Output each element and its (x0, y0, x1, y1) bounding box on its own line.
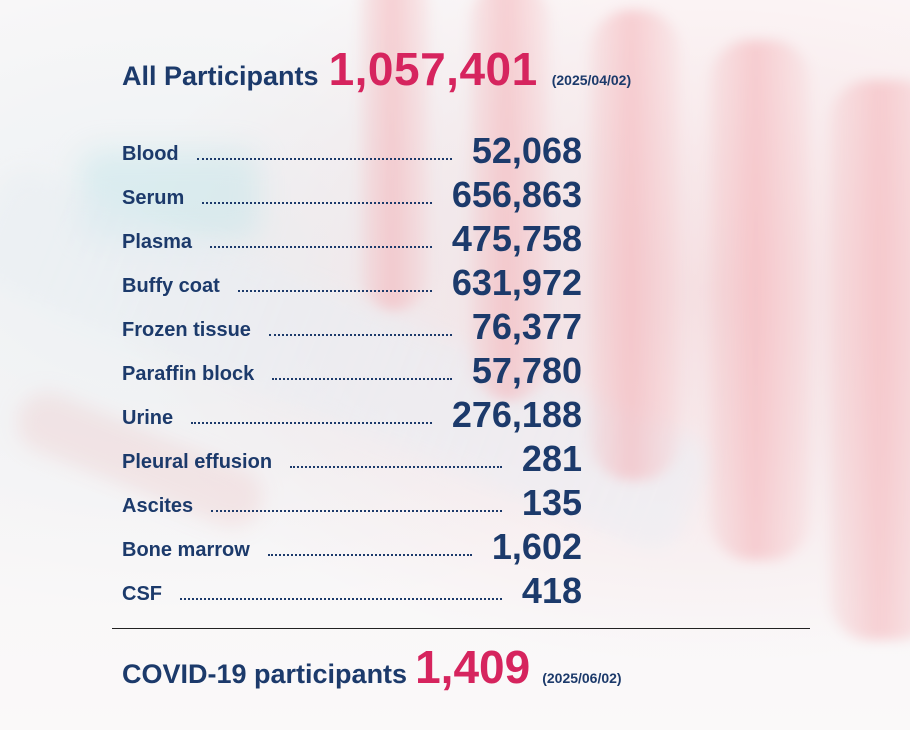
sample-row-blood: Blood 52,068 (122, 128, 582, 172)
sample-row-plasma: Plasma 475,758 (122, 216, 582, 260)
sample-count: 276,188 (451, 394, 582, 435)
leader-dots (202, 202, 432, 204)
sample-name: Plasma (122, 231, 193, 253)
all-participants-count: 1,057,401 (328, 43, 538, 95)
leader-dots (268, 554, 472, 556)
divider (112, 628, 810, 629)
sample-row-bone-marrow: Bone marrow 1,602 (122, 524, 582, 568)
sample-row-urine: Urine 276,188 (122, 392, 582, 436)
sample-count: 631,972 (451, 262, 582, 303)
sample-row-ascites: Ascites 135 (122, 480, 582, 524)
sample-list: Blood 52,068 Serum 656,863 Plasma 475,75… (122, 128, 582, 612)
covid-participants-date: (2025/06/02) (542, 670, 622, 686)
all-participants-header: All Participants 1,057,401 (2025/04/02) (122, 42, 631, 96)
sample-name: Blood (122, 143, 179, 165)
sample-count: 281 (521, 438, 582, 479)
leader-dots (272, 378, 452, 380)
covid-participants-header: COVID-19 participants 1,409 (2025/06/02) (122, 640, 622, 694)
leader-dots (210, 246, 432, 248)
sample-name: CSF (122, 583, 162, 605)
leader-dots (238, 290, 432, 292)
leader-dots (180, 598, 502, 600)
sample-row-frozen-tissue: Frozen tissue 76,377 (122, 304, 582, 348)
leader-dots (197, 158, 452, 160)
sample-row-paraffin-block: Paraffin block 57,780 (122, 348, 582, 392)
covid-participants-count: 1,409 (415, 641, 531, 693)
sample-name: Serum (122, 187, 185, 209)
sample-count: 135 (521, 482, 582, 523)
sample-row-csf: CSF 418 (122, 568, 582, 612)
sample-row-pleural-effusion: Pleural effusion 281 (122, 436, 582, 480)
sample-count: 52,068 (471, 130, 582, 171)
sample-count: 418 (521, 570, 582, 611)
sample-row-serum: Serum 656,863 (122, 172, 582, 216)
sample-name: Paraffin block (122, 363, 255, 385)
sample-count: 57,780 (471, 350, 582, 391)
leader-dots (290, 466, 502, 468)
sample-name: Ascites (122, 495, 194, 517)
sample-name: Pleural effusion (122, 451, 273, 473)
sample-count: 1,602 (491, 526, 582, 567)
sample-count: 76,377 (471, 306, 582, 347)
sample-name: Buffy coat (122, 275, 220, 297)
all-participants-label: All Participants (122, 61, 319, 91)
covid-participants-label: COVID-19 participants (122, 659, 408, 689)
sample-count: 475,758 (451, 218, 582, 259)
leader-dots (191, 422, 432, 424)
leader-dots (211, 510, 502, 512)
sample-name: Frozen tissue (122, 319, 251, 341)
sample-name: Bone marrow (122, 539, 250, 561)
sample-count: 656,863 (451, 174, 582, 215)
all-participants-date: (2025/04/02) (551, 72, 632, 88)
leader-dots (269, 334, 452, 336)
sample-name: Urine (122, 407, 174, 429)
sample-row-buffy-coat: Buffy coat 631,972 (122, 260, 582, 304)
